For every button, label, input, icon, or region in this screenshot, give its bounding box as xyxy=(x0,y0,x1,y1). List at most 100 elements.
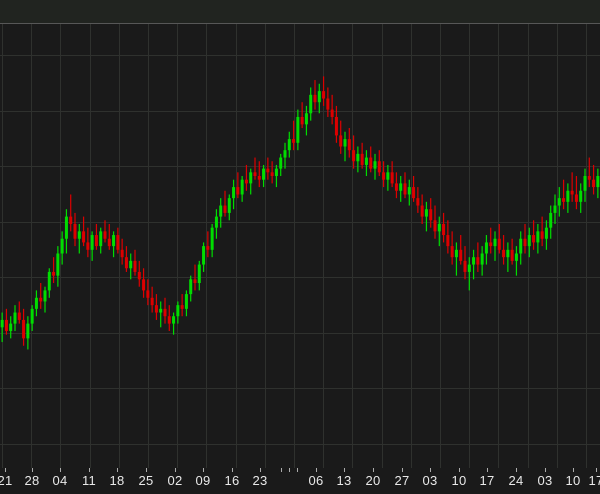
candle-wick xyxy=(70,194,72,232)
candle-body xyxy=(300,116,304,125)
x-axis-tick-label: 06 xyxy=(308,473,324,488)
candle-body xyxy=(502,249,506,258)
candle-body xyxy=(124,257,128,269)
candle-body xyxy=(334,116,338,136)
candle-body xyxy=(506,249,510,258)
candle-body xyxy=(176,305,180,317)
candle-wick xyxy=(40,283,42,309)
gridline-horizontal xyxy=(0,166,600,167)
candle-body xyxy=(454,249,458,258)
candle-wick xyxy=(160,301,162,328)
candle-body xyxy=(279,157,283,169)
candle-body xyxy=(0,319,4,328)
x-axis-tick-label: 16 xyxy=(224,473,240,488)
x-axis-tick-label: 28 xyxy=(24,473,40,488)
candle-body xyxy=(69,216,73,224)
candle-body xyxy=(484,242,488,254)
candle-body xyxy=(112,235,116,247)
candle-body xyxy=(583,176,587,191)
candle-wick xyxy=(104,220,106,243)
candle-body xyxy=(540,231,544,239)
candle-body xyxy=(90,235,94,250)
candle-body xyxy=(77,231,81,239)
x-axis-tick xyxy=(60,468,61,472)
gridline-horizontal xyxy=(0,333,600,334)
candle-wick xyxy=(498,223,500,254)
candle-body xyxy=(403,183,407,195)
candle-wick xyxy=(532,220,535,250)
candle-wick xyxy=(108,223,110,250)
candle-body xyxy=(527,235,531,247)
gridline-vertical xyxy=(586,24,587,468)
candle-body xyxy=(103,231,107,239)
x-axis-tick-label: 25 xyxy=(138,473,154,488)
x-axis-tick xyxy=(487,468,488,472)
x-axis-tick xyxy=(203,468,204,472)
x-axis-tick-label: 03 xyxy=(537,473,553,488)
gridline-vertical xyxy=(469,24,470,468)
x-axis-tick xyxy=(459,468,460,472)
gridline-vertical xyxy=(352,24,353,468)
candle-body xyxy=(47,271,51,291)
candle-body xyxy=(459,249,463,261)
candle-body xyxy=(172,316,176,324)
candle-wick xyxy=(575,176,578,210)
chart-plot-area[interactable] xyxy=(0,24,600,468)
x-axis-tick xyxy=(516,468,517,472)
candle-wick xyxy=(18,301,20,324)
candle-body xyxy=(356,153,360,162)
candle-wick xyxy=(588,157,590,188)
chart-top-divider xyxy=(0,23,600,24)
candle-wick xyxy=(524,223,526,254)
candle-body xyxy=(197,264,201,284)
x-axis-tick xyxy=(373,468,374,472)
candle-body xyxy=(442,223,446,236)
candle-body xyxy=(120,249,124,258)
candle-body xyxy=(390,172,394,184)
x-axis-tick-label: 27 xyxy=(394,473,410,488)
candle-body xyxy=(510,249,514,261)
chart-top-band xyxy=(0,0,600,23)
gridline-horizontal xyxy=(0,444,600,445)
gridline-vertical xyxy=(148,24,149,468)
candle-body xyxy=(326,98,330,110)
x-axis-tick-label: 09 xyxy=(195,473,211,488)
candle-body xyxy=(94,235,98,247)
candle-body xyxy=(86,242,90,250)
x-axis-tick xyxy=(232,468,233,472)
candle-body xyxy=(574,194,578,202)
candle-body xyxy=(304,113,308,125)
x-axis-tick-label: 13 xyxy=(336,473,352,488)
candle-body xyxy=(30,308,34,324)
candle-body xyxy=(73,223,77,239)
candle-body xyxy=(253,172,257,177)
x-axis-tick xyxy=(89,468,90,472)
candle-body xyxy=(497,238,501,250)
gridline-vertical xyxy=(60,24,61,468)
candle-body xyxy=(249,172,253,184)
x-axis-tick xyxy=(430,468,431,472)
candle-body xyxy=(476,257,480,265)
candle-body xyxy=(219,205,223,217)
candle-body xyxy=(562,198,566,202)
x-axis-tick-label: 18 xyxy=(109,473,125,488)
candle-body xyxy=(82,231,86,243)
x-axis-tick xyxy=(545,468,546,472)
gridline-vertical xyxy=(265,24,266,468)
candle-body xyxy=(549,212,553,228)
candlestick-series xyxy=(0,76,600,350)
gridline-vertical xyxy=(323,24,324,468)
candle-body xyxy=(322,91,326,99)
x-axis-tick-label: 04 xyxy=(52,473,68,488)
candle-body xyxy=(107,238,111,247)
candle-body xyxy=(26,323,30,339)
candle-body xyxy=(17,312,21,320)
candle-body xyxy=(317,91,321,103)
gridline-vertical xyxy=(294,24,295,468)
x-axis-tick-label: 21 xyxy=(0,473,13,488)
gridline-horizontal xyxy=(0,111,600,112)
x-axis[interactable]: 21 28 04 11 18 25 02 09 16 23 06 13 20 27 03 10 17 24 03 10… xyxy=(0,468,600,494)
candle-body xyxy=(163,308,167,317)
x-axis-tick-unlabeled xyxy=(289,468,290,472)
